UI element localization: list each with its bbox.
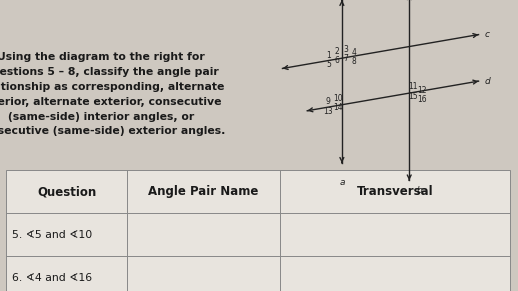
Text: a: a xyxy=(339,178,344,187)
Text: 9: 9 xyxy=(326,97,331,106)
Text: 3: 3 xyxy=(343,45,349,54)
Text: 10: 10 xyxy=(333,94,342,103)
Text: 4: 4 xyxy=(352,49,357,57)
Text: Transversal: Transversal xyxy=(357,185,433,198)
Text: 6. ∢4 and ∢16: 6. ∢4 and ∢16 xyxy=(12,273,93,283)
Text: Using the diagram to the right for
questions 5 – 8, classify the angle pair
rela: Using the diagram to the right for quest… xyxy=(0,52,226,136)
Text: 13: 13 xyxy=(324,107,333,116)
Text: b: b xyxy=(417,186,423,195)
Text: 15: 15 xyxy=(409,92,418,100)
Text: Question: Question xyxy=(37,185,96,198)
Text: 7: 7 xyxy=(343,54,349,63)
Text: 8: 8 xyxy=(352,57,357,66)
Text: 16: 16 xyxy=(417,95,426,104)
Text: 1: 1 xyxy=(326,51,331,60)
Text: 12: 12 xyxy=(417,86,426,95)
Text: 5: 5 xyxy=(326,60,331,68)
Text: c: c xyxy=(485,30,490,39)
Bar xyxy=(6,170,510,291)
Text: d: d xyxy=(485,77,491,86)
Text: 14: 14 xyxy=(333,103,342,112)
Text: 11: 11 xyxy=(409,82,418,91)
Text: Angle Pair Name: Angle Pair Name xyxy=(148,185,258,198)
Text: 2: 2 xyxy=(334,47,339,56)
Text: 6: 6 xyxy=(334,56,339,65)
Text: 5. ∢5 and ∢10: 5. ∢5 and ∢10 xyxy=(12,230,93,240)
